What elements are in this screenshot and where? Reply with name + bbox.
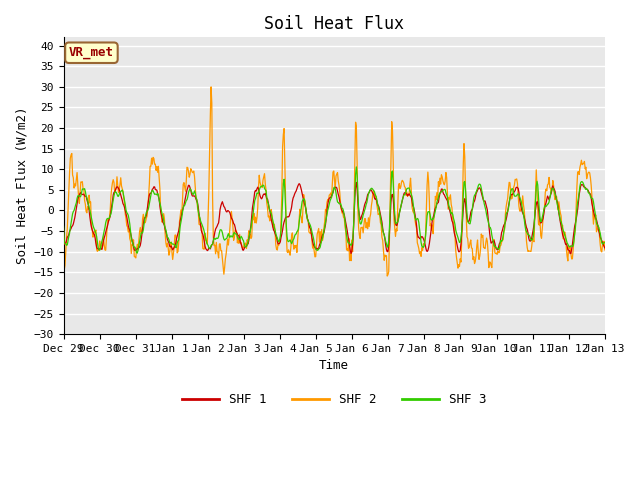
SHF 2 [60,261,67,266]
SHF 1 [209,241,216,247]
SHF 2 [601,247,609,253]
Line: SHF 2: SHF 2 [63,87,605,276]
Line: SHF 1: SHF 1 [63,182,605,253]
SHF 3 [125,216,133,222]
SHF 1 [353,180,360,185]
SHF 2 [180,180,188,185]
SHF 2 [207,84,215,90]
SHF 3 [209,238,217,244]
SHF 3 [70,209,77,215]
SHF 1 [601,245,609,251]
SHF 1 [70,221,77,227]
SHF 1 [60,225,67,231]
SHF 1 [401,190,408,196]
Title: Soil Heat Flux: Soil Heat Flux [264,15,404,33]
SHF 3 [134,250,141,256]
SHF 3 [601,240,609,246]
SHF 2 [401,185,409,191]
SHF 3 [60,223,67,229]
Legend: SHF 1, SHF 2, SHF 3: SHF 1, SHF 2, SHF 3 [177,388,492,411]
SHF 2 [125,226,133,231]
SHF 2 [70,175,77,180]
SHF 3 [417,240,425,245]
SHF 2 [209,235,217,240]
SHF 3 [181,203,189,208]
Text: VR_met: VR_met [69,46,114,59]
SHF 1 [417,236,424,242]
X-axis label: Time: Time [319,360,349,372]
SHF 1 [566,251,574,256]
SHF 1 [180,202,188,208]
Line: SHF 3: SHF 3 [63,167,605,253]
SHF 2 [383,273,391,279]
SHF 3 [353,164,360,170]
SHF 1 [125,226,133,231]
SHF 3 [401,191,409,197]
SHF 2 [417,253,425,259]
Y-axis label: Soil Heat Flux (W/m2): Soil Heat Flux (W/m2) [15,107,28,264]
